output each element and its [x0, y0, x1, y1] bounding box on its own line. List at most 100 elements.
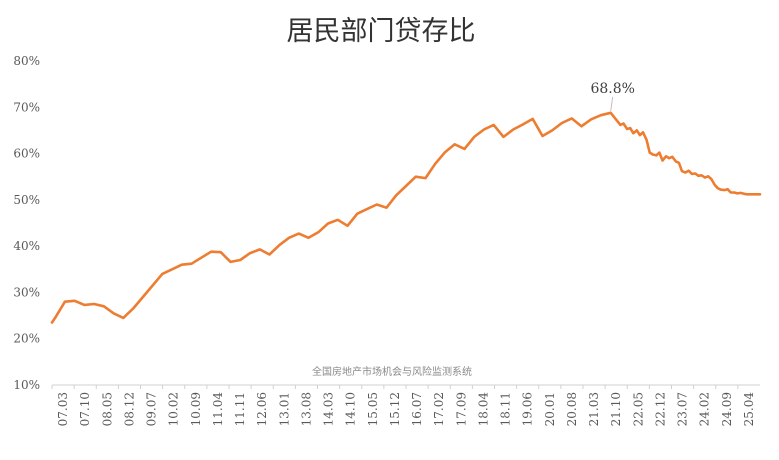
- data-point: [714, 184, 716, 186]
- data-point: [753, 193, 755, 196]
- x-tick-label: 20.01: [543, 392, 557, 426]
- data-point: [694, 172, 697, 175]
- data-point: [697, 175, 700, 177]
- data-point: [229, 261, 232, 263]
- data-point: [161, 273, 164, 275]
- data-point: [492, 124, 495, 126]
- data-point: [268, 253, 271, 256]
- data-point: [700, 174, 703, 177]
- data-point: [249, 252, 251, 254]
- data-point: [366, 208, 368, 210]
- y-tick-label: 40%: [13, 239, 40, 253]
- annotation-leader-line: [610, 96, 614, 111]
- x-tick-label: 21.10: [609, 392, 623, 426]
- data-point: [54, 317, 56, 319]
- chart-title: 居民部门贷存比: [287, 16, 476, 47]
- x-tick-label: 17.09: [454, 392, 468, 426]
- x-tick-label: 25.04: [742, 392, 756, 427]
- data-point: [142, 296, 144, 298]
- x-tick-label: 13.08: [299, 392, 313, 426]
- data-point: [639, 134, 641, 136]
- data-point: [746, 193, 748, 196]
- x-tick-label: 13.01: [277, 392, 291, 426]
- data-point: [151, 284, 154, 287]
- data-point: [600, 114, 602, 116]
- data-point: [580, 125, 583, 128]
- data-point: [756, 193, 758, 196]
- x-tick-label: 18.04: [476, 392, 490, 427]
- data-point: [707, 175, 709, 178]
- data-point: [648, 151, 651, 154]
- data-point: [636, 129, 638, 132]
- y-tick-label: 50%: [13, 193, 40, 207]
- x-tick-label: 11.04: [211, 392, 225, 427]
- x-tick-label: 10.09: [189, 392, 203, 426]
- y-tick-label: 60%: [13, 147, 40, 161]
- data-point: [220, 251, 222, 253]
- data-point: [307, 237, 310, 239]
- data-point: [678, 162, 680, 164]
- x-tick-label: 22.12: [653, 392, 667, 426]
- y-tick-label: 30%: [13, 285, 40, 299]
- data-point: [730, 191, 732, 194]
- x-tick-label: 23.07: [676, 392, 690, 426]
- data-point: [629, 127, 631, 129]
- data-point: [463, 148, 466, 150]
- data-point: [132, 307, 134, 310]
- data-point: [405, 185, 407, 187]
- data-point: [171, 268, 173, 271]
- data-point: [626, 128, 628, 130]
- data-point: [541, 135, 544, 137]
- data-point: [675, 160, 677, 163]
- x-tick-label: 07.10: [78, 392, 92, 426]
- x-tick-label: 24.09: [720, 392, 734, 426]
- data-point: [259, 248, 261, 251]
- data-point: [444, 151, 446, 153]
- x-tick-label: 09.07: [145, 392, 159, 426]
- data-point: [522, 123, 524, 126]
- data-point: [717, 187, 719, 190]
- data-point: [609, 112, 612, 114]
- data-point: [749, 193, 752, 196]
- y-tick-label: 20%: [13, 332, 40, 346]
- data-point: [64, 300, 66, 303]
- data-point: [73, 300, 76, 302]
- data-point: [103, 305, 105, 308]
- data-point: [376, 203, 378, 206]
- series-points: [51, 112, 761, 324]
- data-point: [619, 124, 622, 126]
- data-point: [337, 219, 339, 221]
- data-point: [181, 263, 183, 266]
- x-tick-label: 08.12: [122, 392, 136, 426]
- data-point: [395, 194, 398, 196]
- data-point: [687, 169, 690, 172]
- data-point: [190, 262, 193, 265]
- x-tick-label: 10.02: [167, 392, 181, 426]
- data-point: [424, 177, 427, 179]
- x-tick-label: 16.07: [410, 392, 424, 426]
- watermark-text: 全国房地产市场机会与风险监测系统: [312, 365, 472, 378]
- x-tick-label: 11.11: [233, 392, 247, 426]
- data-point: [665, 155, 667, 158]
- data-point: [200, 256, 203, 259]
- data-point: [122, 317, 125, 319]
- data-point: [278, 244, 281, 246]
- x-tick-label: 21.03: [587, 392, 601, 426]
- data-point: [83, 304, 86, 306]
- x-tick-label: 18.11: [499, 392, 513, 426]
- peak-annotation: 68.8%: [590, 81, 634, 97]
- data-point: [346, 225, 349, 227]
- data-point: [288, 237, 290, 239]
- x-tick-label: 08.05: [100, 392, 114, 426]
- x-tick-label: 22.05: [631, 392, 645, 426]
- series-line: [50, 111, 762, 324]
- data-point: [453, 143, 456, 146]
- data-point: [652, 153, 654, 156]
- x-tick-label: 24.02: [698, 392, 712, 426]
- data-point: [759, 193, 761, 196]
- x-tick-label: 15.05: [366, 392, 380, 426]
- x-tick-label: 15.12: [388, 392, 402, 426]
- data-point: [726, 188, 729, 190]
- data-point: [704, 176, 706, 179]
